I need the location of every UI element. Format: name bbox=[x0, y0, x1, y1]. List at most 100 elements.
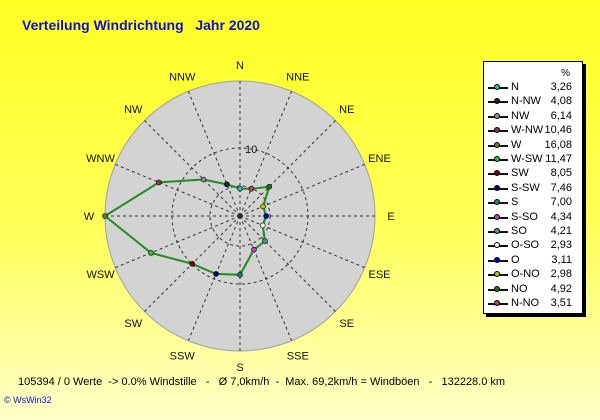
legend-marker bbox=[494, 199, 500, 206]
legend-label: N-NO bbox=[511, 297, 540, 309]
point-n-nw bbox=[224, 181, 230, 188]
legend-label: SO bbox=[511, 225, 527, 237]
legend-value: 4,34 bbox=[550, 210, 572, 223]
spoke-nw bbox=[144, 120, 241, 217]
spoke-se bbox=[239, 215, 336, 312]
point-w bbox=[102, 213, 108, 219]
legend-marker bbox=[494, 256, 500, 263]
legend-marker bbox=[494, 156, 500, 162]
point-s-so bbox=[251, 246, 257, 253]
direction-label-se: SE bbox=[339, 318, 354, 330]
legend-marker bbox=[494, 228, 500, 234]
legend-marker bbox=[494, 285, 500, 292]
legend-item-w-nw: W-NW 10,46 bbox=[484, 123, 582, 138]
legend-item-sw: SW 8,05 bbox=[484, 166, 582, 181]
legend-item-o-so: O-SO 2,93 bbox=[484, 238, 582, 253]
legend-item-n: N 3,26 bbox=[484, 80, 582, 95]
legend-label: S-SW bbox=[511, 181, 540, 194]
legend-value: 10,46 bbox=[544, 124, 572, 137]
legend-item-s: S 7,00 bbox=[484, 195, 582, 210]
legend-value: 7,00 bbox=[550, 196, 572, 209]
legend-value: 4,08 bbox=[550, 95, 572, 108]
legend-item-o: O 3,11 bbox=[484, 253, 582, 268]
legend-value: 3,11 bbox=[551, 253, 572, 266]
spoke-sse bbox=[239, 215, 293, 341]
legend-label: S-SO bbox=[511, 210, 538, 223]
spoke-ene bbox=[239, 163, 365, 217]
direction-label-s: S bbox=[236, 362, 243, 374]
legend-marker bbox=[494, 242, 500, 249]
point-n bbox=[237, 185, 243, 192]
legend-marker bbox=[494, 141, 500, 148]
legend-item-w-sw: W-SW 11,47 bbox=[484, 152, 582, 167]
legend-item-w: W 16,08 bbox=[484, 138, 582, 153]
legend-label: SW bbox=[511, 167, 529, 180]
legend-marker bbox=[494, 213, 500, 220]
legend-marker bbox=[494, 112, 500, 119]
direction-label-ssw: SSW bbox=[170, 351, 196, 363]
direction-label-e: E bbox=[387, 211, 394, 223]
legend-marker bbox=[494, 84, 500, 90]
point-n-no bbox=[248, 185, 255, 192]
point-no bbox=[266, 183, 273, 190]
legend-value: 2,93 bbox=[550, 239, 572, 252]
legend-label: O bbox=[511, 253, 520, 266]
legend-label: W-NW bbox=[511, 124, 544, 137]
spoke-ne bbox=[239, 120, 336, 217]
point-o-no bbox=[260, 203, 266, 210]
legend-marker bbox=[494, 184, 500, 191]
legend-value: 4,21 bbox=[550, 225, 572, 237]
direction-label-wsw: WSW bbox=[86, 269, 115, 281]
point-so bbox=[262, 238, 268, 244]
legend-item-n-nw: N-NW 4,08 bbox=[484, 94, 582, 109]
direction-label-nne: NNE bbox=[286, 71, 309, 83]
legend-item-nw: NW 6,14 bbox=[484, 109, 582, 124]
direction-label-nw: NW bbox=[124, 104, 143, 116]
legend-label: O-NO bbox=[511, 268, 540, 281]
credit-text: © WsWin32 bbox=[4, 395, 52, 405]
legend-value: 7,46 bbox=[550, 181, 572, 194]
legend-item-o-no: O-NO 2,98 bbox=[484, 267, 582, 282]
legend-item-no: NO 4,92 bbox=[484, 282, 582, 297]
spoke-nne bbox=[239, 91, 293, 217]
spoke-wsw bbox=[115, 215, 241, 269]
spoke-ese bbox=[239, 215, 365, 269]
legend-item-n-no: N-NO 3,51 bbox=[484, 296, 582, 311]
direction-label-n: N bbox=[236, 60, 244, 72]
legend-label: S bbox=[511, 196, 519, 209]
legend-unit: % bbox=[561, 68, 570, 79]
point-w-nw bbox=[156, 179, 162, 186]
stats-footer: 105394 / 0 Werte -> 0.0% Windstille - Ø … bbox=[18, 376, 506, 388]
legend-value: 3,26 bbox=[550, 81, 572, 93]
legend: % N 3,26 N-NW 4,08 NW 6,14 W-NW 10,46 W 16,08 W-SW… bbox=[483, 61, 583, 314]
legend-label: NO bbox=[511, 282, 528, 295]
legend-item-s-sw: S-SW 7,46 bbox=[484, 181, 582, 196]
legend-item-s-so: S-SO 4,34 bbox=[484, 210, 582, 225]
legend-item-so: SO 4,21 bbox=[484, 224, 582, 239]
point-sw bbox=[189, 260, 196, 267]
legend-value: 3,51 bbox=[550, 297, 572, 309]
point-s bbox=[237, 271, 243, 278]
legend-marker bbox=[494, 271, 500, 278]
direction-label-sw: SW bbox=[124, 318, 142, 330]
legend-marker bbox=[494, 98, 500, 105]
point-o bbox=[263, 213, 269, 219]
legend-label: W bbox=[511, 138, 522, 151]
point-s-sw bbox=[213, 271, 219, 277]
point-w-sw bbox=[148, 250, 154, 256]
spoke-ssw bbox=[187, 215, 241, 341]
legend-label: NW bbox=[511, 109, 530, 122]
direction-label-ene: ENE bbox=[368, 153, 391, 165]
direction-label-wnw: WNW bbox=[86, 153, 115, 165]
legend-label: O-SO bbox=[511, 239, 540, 252]
legend-value: 16,08 bbox=[544, 138, 572, 151]
legend-value: 6,14 bbox=[550, 109, 572, 122]
legend-label: N-NW bbox=[511, 95, 541, 108]
point-nw bbox=[200, 176, 207, 183]
legend-value: 4,92 bbox=[550, 282, 572, 295]
direction-label-sse: SSE bbox=[287, 351, 309, 363]
direction-label-ne: NE bbox=[339, 104, 354, 116]
spoke-wnw bbox=[115, 163, 241, 217]
